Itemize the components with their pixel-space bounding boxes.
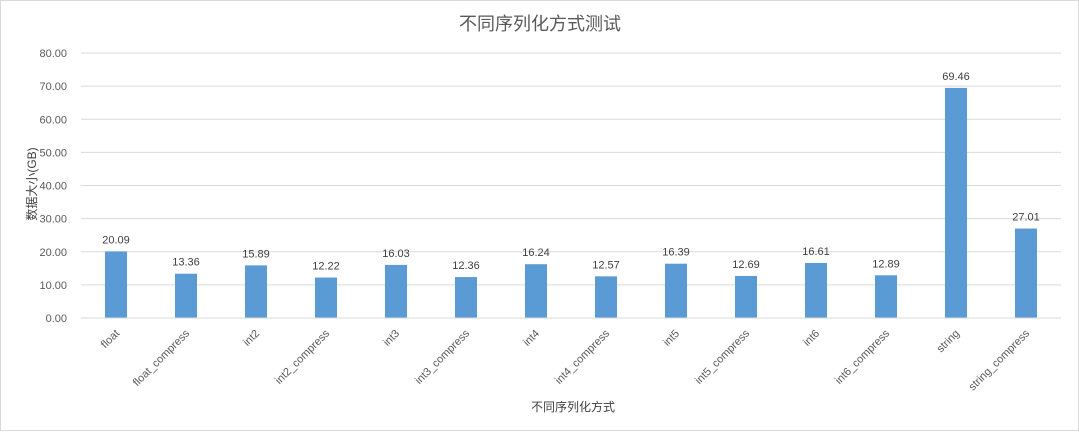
bar-string-compress bbox=[1015, 228, 1037, 318]
x-tick-label-float: float bbox=[99, 328, 122, 351]
bar-int2-compress bbox=[315, 277, 337, 318]
x-tick-label-int2: int2 bbox=[241, 328, 262, 349]
bar-float-compress bbox=[175, 273, 197, 318]
x-tick-label-int5-compress: int5_compress bbox=[693, 327, 752, 386]
x-tick-label-string: string bbox=[935, 328, 963, 356]
bar-int5 bbox=[665, 263, 687, 318]
bar-int5-compress bbox=[735, 275, 757, 318]
data-label-int3-compress: 12.36 bbox=[452, 260, 480, 272]
data-label-float-compress: 13.36 bbox=[172, 257, 200, 269]
data-label-string-compress: 27.01 bbox=[1012, 212, 1040, 224]
data-label-int2-compress: 12.22 bbox=[312, 261, 340, 273]
data-label-int3: 16.03 bbox=[382, 248, 410, 260]
x-tick-label-int2-compress: int2_compress bbox=[273, 327, 332, 386]
data-label-float: 20.09 bbox=[102, 234, 130, 246]
bar-int2 bbox=[245, 265, 267, 318]
bar-int4 bbox=[525, 264, 547, 318]
chart-title: 不同序列化方式测试 bbox=[459, 14, 621, 34]
x-axis-title: 不同序列化方式 bbox=[531, 399, 615, 414]
x-tick-label-int4: int4 bbox=[521, 328, 542, 349]
data-label-int4: 16.24 bbox=[522, 247, 550, 259]
data-label-int2: 15.89 bbox=[242, 248, 270, 260]
data-label-int6-compress: 12.89 bbox=[872, 258, 900, 270]
x-tick-label-int3: int3 bbox=[381, 328, 402, 349]
x-tick-label-float-compress: float_compress bbox=[131, 327, 193, 389]
y-tick-label: 70.00 bbox=[39, 81, 67, 93]
y-tick-label: 30.00 bbox=[39, 214, 67, 226]
x-tick-label-int4-compress: int4_compress bbox=[553, 327, 612, 386]
bar-int6-compress bbox=[875, 275, 897, 318]
data-label-int6: 16.61 bbox=[802, 246, 830, 258]
x-axis-ticks: float float_compress int2 int2_compress int3… bbox=[99, 327, 1033, 393]
bar-float bbox=[105, 251, 127, 318]
y-tick-label: 80.00 bbox=[39, 48, 67, 60]
bar-string bbox=[945, 87, 967, 318]
bar-int3-compress bbox=[455, 277, 477, 318]
x-tick-label-int6-compress: int6_compress bbox=[833, 327, 892, 386]
y-tick-label: 60.00 bbox=[39, 114, 67, 126]
data-label-int5: 16.39 bbox=[662, 247, 690, 259]
y-axis-title: 数据大小(GB) bbox=[24, 147, 39, 220]
bar-int4-compress bbox=[595, 276, 617, 318]
y-tick-label: 50.00 bbox=[39, 147, 67, 159]
data-label-int4-compress: 12.57 bbox=[592, 259, 620, 271]
grid-lines bbox=[81, 52, 1061, 286]
x-tick-label-int6: int6 bbox=[801, 328, 822, 349]
x-tick-label-string-compress: string_compress bbox=[967, 327, 1033, 393]
x-tick-label-int5: int5 bbox=[661, 328, 682, 349]
data-label-int5-compress: 12.69 bbox=[732, 259, 760, 271]
data-label-string: 69.46 bbox=[942, 71, 970, 83]
y-tick-label: 40.00 bbox=[39, 181, 67, 193]
y-tick-label: 0.00 bbox=[46, 313, 67, 325]
y-axis-ticks: 0.00 10.00 20.00 30.00 40.00 50.00 60.00 70.00 8… bbox=[39, 48, 67, 325]
data-labels: 20.09 13.36 15.89 12.22 16.03 12.36 16.24 12.57… bbox=[102, 71, 1040, 273]
bar-int6 bbox=[805, 262, 827, 318]
bars bbox=[105, 87, 1037, 318]
bar-int3 bbox=[385, 264, 407, 318]
x-tick-label-int3-compress: int3_compress bbox=[413, 327, 472, 386]
y-tick-label: 10.00 bbox=[39, 280, 67, 292]
y-tick-label: 20.00 bbox=[39, 247, 67, 259]
